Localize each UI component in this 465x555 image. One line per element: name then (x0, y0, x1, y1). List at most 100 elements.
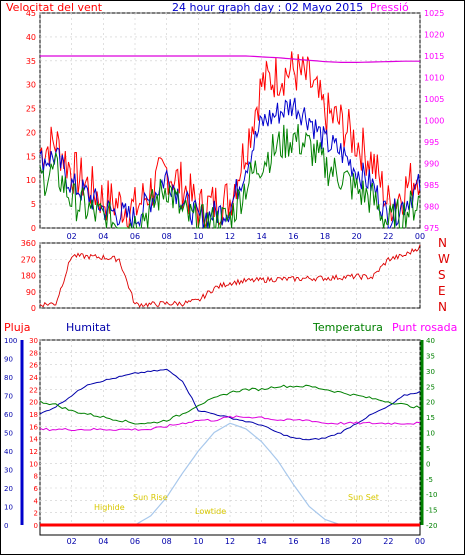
temperature-tick-label: 35 (426, 352, 435, 360)
left-tick-label: 20 (26, 128, 36, 137)
right-tick-label: 995 (424, 138, 439, 147)
wind-speed-label: Velocitat del vent (6, 1, 103, 14)
x-tick-label: 08 (162, 537, 172, 546)
wind-pressure-chart: 0510152025303540459759809859909951000100… (26, 9, 445, 241)
x-tick-label: 00 (415, 537, 425, 546)
humidity-tick-label: 0 (4, 522, 8, 530)
left-tick-label: 10 (26, 176, 36, 185)
humidity-tick-label: 90 (4, 356, 13, 364)
rain-tick-label: 6 (34, 485, 39, 493)
dewpoint-label: Punt rosada (392, 321, 457, 334)
rain-tick-label: 20 (29, 399, 38, 407)
direction-tick-label: 0 (31, 304, 36, 313)
rain-tick-label: 16 (29, 423, 38, 431)
x-tick-label: 06 (130, 232, 140, 241)
x-tick-label: 16 (288, 232, 298, 241)
x-tick-label: 08 (162, 232, 172, 241)
x-tick-label: 00 (415, 232, 425, 241)
temperature-label: Temperatura (312, 321, 383, 334)
direction-tick-label: 270 (21, 255, 36, 264)
x-tick-label: 16 (288, 537, 298, 546)
temperature-tick-label: 10 (426, 430, 435, 438)
left-tick-label: 15 (26, 152, 36, 161)
compass-label: S (438, 268, 446, 282)
rain-tick-label: 2 (34, 510, 38, 518)
wind-low-series (39, 123, 421, 229)
temperature-tick-label: -10 (426, 491, 437, 499)
temperature-tick-label: 0 (426, 460, 430, 468)
right-tick-label: 975 (424, 224, 439, 233)
x-tick-label: 12 (225, 537, 235, 546)
left-tick-label: 30 (26, 81, 36, 90)
rain-label: Pluja (4, 321, 30, 334)
temperature-tick-label: 15 (426, 414, 435, 422)
rain-tick-label: 26 (29, 362, 38, 370)
left-tick-label: 5 (31, 200, 36, 209)
rain-tick-label: 22 (29, 386, 38, 394)
humidity-label: Humitat (66, 321, 111, 334)
x-tick-label: 14 (257, 537, 267, 546)
humidity-tick-label: 10 (4, 504, 13, 512)
rain-tick-label: 18 (29, 411, 38, 419)
temperature-tick-label: -20 (426, 522, 437, 530)
temperature-tick-label: 20 (426, 399, 435, 407)
temperature-tick-label: -5 (426, 476, 433, 484)
right-tick-label: 1025 (424, 9, 444, 18)
left-tick-label: 40 (26, 33, 36, 42)
compass-label: W (438, 252, 450, 266)
temperature-tick-label: 25 (426, 383, 435, 391)
compass-label: N (438, 300, 447, 314)
direction-series (39, 244, 421, 308)
x-tick-label: 20 (352, 232, 362, 241)
temperature-tick-label: 5 (426, 445, 430, 453)
sunrise-annotation: Sun Rise (133, 493, 168, 502)
direction-tick-label: 360 (21, 239, 36, 248)
left-tick-label: 35 (26, 57, 36, 66)
compass-label: E (438, 284, 446, 298)
left-tick-label: 25 (26, 105, 36, 114)
graph-title: 24 hour graph day : 02 Mayo 2015 (172, 1, 363, 14)
temperature-humidity-chart: 0246810121416182022242628300102030405060… (4, 337, 437, 546)
x-tick-label: 10 (193, 537, 203, 546)
x-tick-label: 18 (320, 537, 330, 546)
left-tick-label: 45 (26, 9, 36, 18)
rain-tick-label: 8 (34, 473, 38, 481)
humidity-tick-label: 60 (4, 411, 13, 419)
sunset-annotation: Sun Set (348, 493, 379, 502)
rain-tick-label: 10 (29, 460, 38, 468)
direction-tick-label: 90 (26, 288, 36, 297)
right-tick-label: 990 (424, 160, 439, 169)
right-tick-label: 980 (424, 203, 439, 212)
highest-annotation: Highide (94, 503, 125, 512)
x-tick-label: 06 (130, 537, 140, 546)
right-tick-label: 1010 (424, 74, 444, 83)
temperature-series (39, 384, 421, 425)
humidity-tick-label: 100 (4, 337, 17, 345)
right-tick-label: 1005 (424, 95, 444, 104)
x-tick-label: 18 (320, 232, 330, 241)
humidity-series (39, 368, 421, 441)
humidity-tick-label: 20 (4, 485, 13, 493)
lowest-annotation: Lowtide (195, 507, 226, 516)
x-tick-label: 14 (257, 232, 267, 241)
x-tick-label: 02 (67, 537, 77, 546)
rain-tick-label: 28 (29, 349, 38, 357)
compass-label: N (438, 236, 447, 250)
x-tick-label: 04 (98, 232, 108, 241)
humidity-tick-label: 30 (4, 467, 13, 475)
rain-tick-label: 12 (29, 448, 38, 456)
dewpoint-series (39, 415, 421, 432)
rain-tick-label: 14 (29, 436, 38, 444)
humidity-tick-label: 70 (4, 393, 13, 401)
x-tick-label: 20 (352, 537, 362, 546)
pressure-series (40, 55, 420, 64)
temperature-tick-label: 40 (426, 337, 435, 345)
temperature-tick-label: -15 (426, 507, 437, 515)
x-tick-label: 12 (225, 232, 235, 241)
humidity-tick-label: 40 (4, 448, 13, 456)
rain-tick-label: 4 (34, 497, 39, 505)
